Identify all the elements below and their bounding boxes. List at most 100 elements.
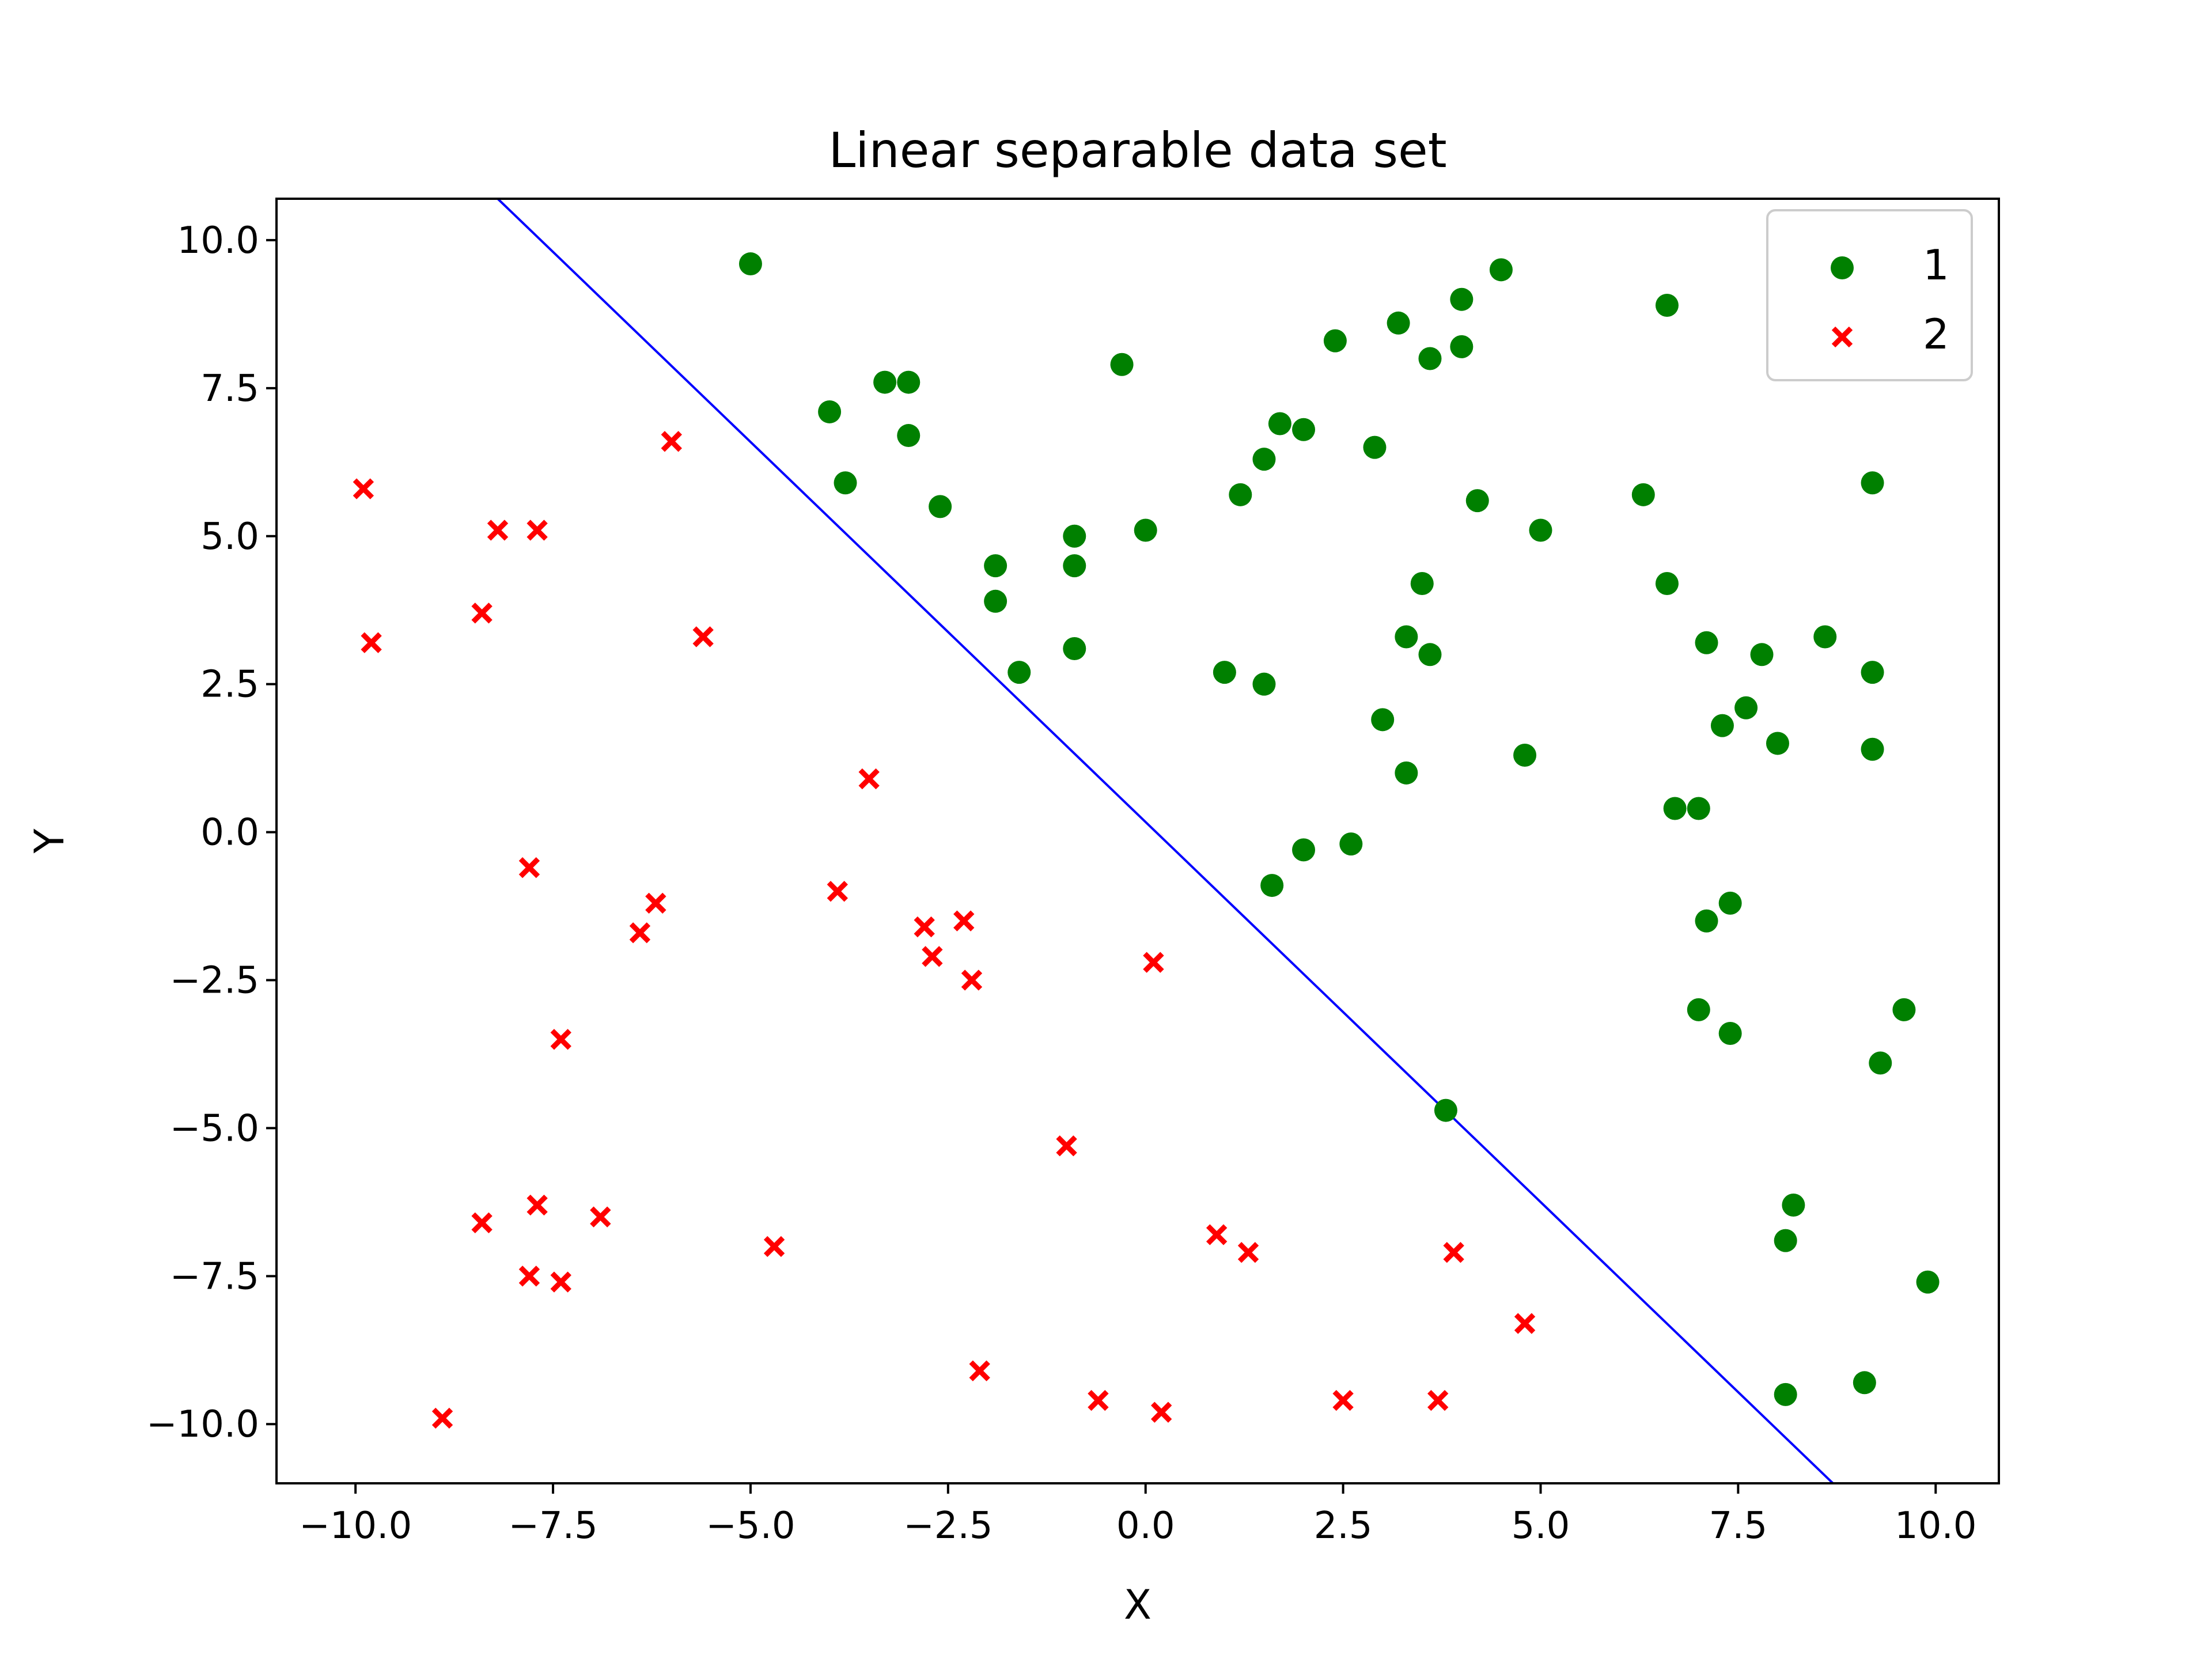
series-2-point <box>827 881 848 902</box>
series-2-point <box>590 1206 611 1228</box>
series-1-point <box>1916 1270 1940 1294</box>
x-tick-label: 0.0 <box>1116 1505 1175 1547</box>
series-2-point <box>361 632 382 653</box>
legend: 1 2 <box>1766 209 1973 381</box>
y-axis-label: Y <box>26 828 73 854</box>
series-1-point <box>1063 524 1086 548</box>
series-1-point <box>1710 714 1734 737</box>
series-2-point <box>1514 1313 1536 1334</box>
series-1-point <box>1260 874 1284 897</box>
series-1-point <box>1418 347 1442 370</box>
series-2-point <box>961 969 983 991</box>
series-1-point <box>738 252 762 276</box>
series-1-point <box>1134 518 1157 542</box>
series-1-point <box>1813 625 1837 649</box>
series-1-point <box>1395 761 1418 785</box>
series-2-point <box>527 1194 548 1216</box>
series-1-point <box>1007 661 1031 684</box>
x-tick-label: 2.5 <box>1314 1505 1373 1547</box>
y-tick-label: 2.5 <box>200 664 259 706</box>
x-axis-label: X <box>1124 1581 1152 1628</box>
series-1-point <box>1750 643 1774 666</box>
x-axis-ticks: −10.0 −7.5 −5.0 −2.5 0.0 2.5 5.0 7.5 10.0 <box>299 1483 1977 1547</box>
series-2-point <box>518 857 540 878</box>
series-1-point <box>1734 696 1758 719</box>
x-tick-label: 5.0 <box>1512 1505 1570 1547</box>
series-1-point <box>873 370 897 394</box>
series-1-point <box>834 471 857 495</box>
series-1-point <box>1853 1371 1876 1395</box>
legend-marker-1 <box>1831 256 1854 279</box>
series-1-point <box>1631 483 1655 506</box>
x-tick-label: −10.0 <box>299 1505 412 1547</box>
series-2-point <box>353 478 374 499</box>
series-2-point <box>527 520 548 541</box>
series-2-point <box>1237 1242 1259 1263</box>
x-tick-label: 7.5 <box>1709 1505 1767 1547</box>
series-1-point <box>1869 1051 1892 1075</box>
legend-marker-2 <box>1831 326 1853 348</box>
series-1-point <box>1718 1021 1742 1045</box>
series-1-point <box>1892 998 1916 1021</box>
series-1-point <box>1450 335 1474 358</box>
series-2-point <box>550 1029 571 1050</box>
series-1-point <box>1663 797 1687 820</box>
decision-boundary-line <box>497 199 1834 1483</box>
series-1-point <box>1465 489 1489 513</box>
series-1-point <box>1252 672 1276 696</box>
series-1-point <box>929 495 952 518</box>
series-2-point <box>550 1271 571 1293</box>
series-1-point <box>1489 258 1513 282</box>
series-1-point <box>1529 518 1552 542</box>
series-1-point <box>897 370 921 394</box>
series-2-point <box>471 1212 493 1234</box>
series-1-point <box>1063 637 1086 661</box>
chart-title: Linear separable data set <box>828 122 1446 179</box>
y-tick-label: −7.5 <box>170 1255 259 1298</box>
legend-box <box>1766 209 1973 381</box>
series-2-point <box>1088 1389 1109 1411</box>
series-2-point <box>1443 1242 1464 1263</box>
series-1-point <box>1774 1382 1797 1406</box>
series-1-point <box>1655 571 1679 595</box>
series-1-point <box>818 400 842 423</box>
series-1-point <box>1268 412 1291 435</box>
series-1-point <box>1687 998 1710 1021</box>
plot-frame <box>275 198 2000 1484</box>
series-1-point <box>1229 483 1252 506</box>
series-1-point <box>1695 909 1718 933</box>
series-1-point <box>1410 571 1434 595</box>
series-1-point <box>1063 554 1086 578</box>
series-2-point <box>953 910 975 931</box>
series-2-point <box>431 1407 453 1429</box>
series-1-point <box>1861 471 1884 495</box>
series-1-point <box>1110 353 1134 376</box>
series-1-point <box>1292 418 1316 441</box>
series-1-point <box>1861 737 1884 761</box>
series-1-point <box>1861 661 1884 684</box>
series-2-point <box>969 1360 990 1381</box>
series-1-point <box>984 554 1007 578</box>
x-tick-label: −2.5 <box>903 1505 993 1547</box>
y-tick-label: 10.0 <box>177 219 260 262</box>
legend-label-1: 1 <box>1923 241 1949 289</box>
series-2-point <box>914 916 935 938</box>
series-2-point <box>629 922 651 944</box>
y-tick-label: 0.0 <box>200 812 259 854</box>
legend-markers <box>1831 256 1854 348</box>
series-1-point <box>1292 838 1316 862</box>
series-1-point <box>1687 797 1710 820</box>
series-1-point <box>1323 329 1347 353</box>
y-axis-ticks: −10.0 −7.5 −5.0 −2.5 0.0 2.5 5.0 7.5 10.0 <box>146 219 276 1446</box>
series-1-point <box>1782 1194 1805 1217</box>
series-2-point <box>518 1266 540 1287</box>
series-2-point <box>763 1236 785 1257</box>
y-tick-label: −10.0 <box>146 1403 259 1446</box>
series-1-point <box>1387 311 1410 335</box>
y-tick-label: 7.5 <box>200 368 259 410</box>
series-1-point <box>1213 661 1236 684</box>
legend-label-2: 2 <box>1923 310 1949 358</box>
series-2-point <box>1332 1389 1354 1411</box>
series-2-point <box>1150 1402 1172 1423</box>
